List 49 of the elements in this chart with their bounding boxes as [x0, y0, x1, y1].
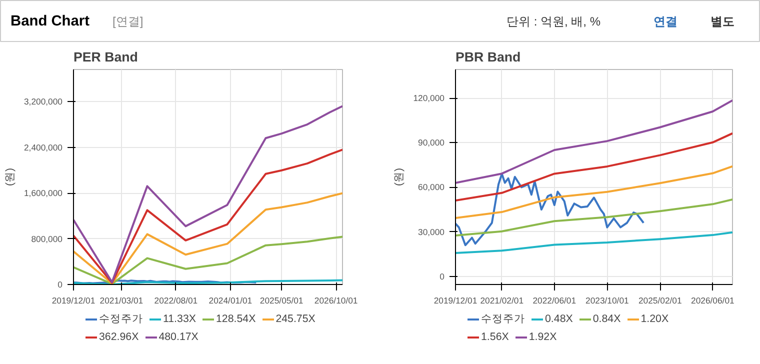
y-tick-label: 800,000 [31, 234, 63, 244]
y-tick-label: 60,000 [418, 182, 445, 192]
x-tick-label: 2024/01/01 [208, 296, 252, 306]
legend-label: 245.75X [276, 313, 316, 325]
x-tick-label: 2021/02/01 [480, 296, 524, 306]
x-tick-label: 2026/10/01 [314, 296, 358, 306]
line-series [456, 198, 732, 236]
legend-label: 수정주가 [99, 312, 143, 326]
y-tick-label: 90,000 [418, 138, 445, 148]
legend-label: 11.33X [163, 313, 196, 325]
text: Band Chart [10, 14, 90, 30]
legend-label: 수정주가 [481, 312, 525, 326]
x-tick-label: 2023/10/01 [586, 296, 630, 306]
chart-title: PER Band [74, 50, 138, 64]
legend-label: 480.17X [158, 331, 198, 343]
y-tick-label: 2,400,000 [24, 142, 63, 152]
x-tick-label: 2025/02/01 [638, 296, 682, 306]
x-tick-label: 2019/12/01 [52, 296, 96, 306]
text: [연결] [112, 14, 144, 28]
text: 단위 : 억원, 배, % [506, 14, 601, 28]
y-tick-label: 30,000 [418, 226, 445, 237]
text: 별도 [710, 14, 734, 28]
x-tick-label: 2021/03/01 [100, 296, 144, 306]
legend-label: 1.20X [640, 313, 669, 325]
line-series [456, 172, 645, 246]
y-tick-label: 1,600,000 [24, 188, 63, 198]
y-tick-label: 120,000 [413, 93, 445, 104]
legend-label: 1.56X [481, 331, 509, 343]
legend-label: 1.92X [528, 331, 557, 343]
x-tick-label: 2025/05/01 [260, 296, 304, 306]
legend-label: 0.84X [592, 313, 621, 325]
line-series [456, 99, 732, 184]
y-tick-label: 0 [440, 271, 445, 282]
y-tick-label: 3,200,000 [24, 96, 63, 107]
chart-title: PBR Band [456, 50, 521, 64]
legend-label: 0.48X [545, 313, 573, 325]
y-axis-title: (원) [4, 168, 16, 186]
y-axis-title: (원) [393, 168, 406, 186]
x-tick-label: 2022/06/01 [532, 296, 576, 306]
x-tick-label: 2019/12/01 [434, 296, 478, 306]
line-series [456, 132, 732, 202]
x-tick-label: 2026/06/01 [691, 296, 735, 306]
line-series [456, 165, 732, 219]
legend-label: 128.54X [216, 313, 256, 325]
line-series [456, 231, 732, 254]
x-tick-label: 2022/08/01 [154, 296, 198, 306]
legend-label: 362.96X [99, 331, 139, 343]
text: 연결 [654, 14, 678, 28]
y-tick-label: 0 [58, 280, 63, 290]
